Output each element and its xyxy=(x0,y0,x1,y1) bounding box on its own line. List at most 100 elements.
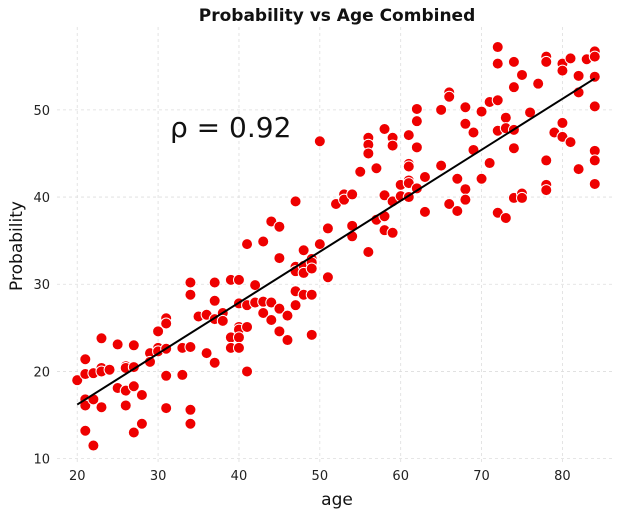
data-point xyxy=(524,106,537,119)
data-point xyxy=(257,235,270,248)
data-point xyxy=(79,424,92,437)
data-point xyxy=(273,252,286,265)
data-point xyxy=(459,101,472,114)
data-point xyxy=(119,399,132,412)
data-point xyxy=(249,279,262,292)
data-point xyxy=(370,162,383,175)
data-point xyxy=(321,222,334,235)
x-tick-label: 40 xyxy=(231,469,248,484)
x-tick-label: 30 xyxy=(150,469,167,484)
data-point xyxy=(208,356,221,369)
data-point xyxy=(176,368,189,381)
correlation-annotation: ρ = 0.92 xyxy=(170,111,291,144)
x-tick-label: 70 xyxy=(473,469,490,484)
data-point xyxy=(459,183,472,196)
x-tick-label: 80 xyxy=(554,469,571,484)
y-tick-label: 50 xyxy=(33,104,50,119)
data-point xyxy=(265,313,278,326)
data-point xyxy=(418,205,431,218)
data-point xyxy=(540,184,553,197)
data-point xyxy=(499,211,512,224)
data-point xyxy=(111,338,124,351)
data-points xyxy=(71,41,601,452)
data-point xyxy=(321,271,334,284)
data-point xyxy=(127,426,140,439)
data-point xyxy=(588,50,601,63)
data-point xyxy=(71,374,84,387)
data-point xyxy=(87,439,100,452)
data-point xyxy=(386,139,399,152)
data-point xyxy=(410,115,423,128)
data-point xyxy=(362,245,375,258)
data-point xyxy=(257,307,270,320)
data-point xyxy=(152,325,165,338)
data-point xyxy=(127,380,140,393)
data-point xyxy=(491,94,504,107)
data-point xyxy=(435,159,448,172)
data-point xyxy=(467,126,480,139)
data-point xyxy=(451,204,464,217)
data-point xyxy=(410,141,423,154)
data-point xyxy=(435,103,448,116)
data-point xyxy=(273,302,286,315)
data-point xyxy=(95,401,108,414)
data-point xyxy=(281,309,294,322)
y-tick-label: 30 xyxy=(33,278,50,293)
data-point xyxy=(402,160,415,173)
data-point xyxy=(208,276,221,289)
x-tick-labels: 20 30 40 50 60 70 80 xyxy=(69,469,571,484)
data-point xyxy=(305,262,318,275)
data-point xyxy=(135,417,148,430)
data-point xyxy=(443,198,456,211)
data-point xyxy=(232,341,245,354)
data-point xyxy=(540,55,553,68)
data-point xyxy=(273,325,286,338)
data-point xyxy=(459,117,472,130)
data-point xyxy=(410,102,423,115)
data-point xyxy=(507,142,520,155)
data-point xyxy=(313,135,326,148)
data-point xyxy=(313,238,326,251)
y-axis-label: Probability xyxy=(7,201,27,291)
data-point xyxy=(443,90,456,103)
data-point xyxy=(265,296,278,309)
data-point xyxy=(491,57,504,70)
data-point xyxy=(507,55,520,68)
data-point xyxy=(483,157,496,170)
data-point xyxy=(297,244,310,257)
data-point xyxy=(556,116,569,129)
data-point xyxy=(378,123,391,136)
data-point xyxy=(354,165,367,178)
data-point xyxy=(232,331,245,344)
data-point xyxy=(499,111,512,124)
data-point xyxy=(516,191,528,204)
data-point xyxy=(135,388,148,401)
x-axis-label: age xyxy=(321,490,353,510)
x-tick-label: 60 xyxy=(392,469,409,484)
data-point xyxy=(241,320,254,333)
data-point xyxy=(346,188,359,201)
y-tick-label: 40 xyxy=(33,191,50,206)
data-point xyxy=(184,403,197,416)
y-tick-labels: 10 20 30 40 50 xyxy=(33,104,50,468)
data-point xyxy=(386,226,399,239)
data-point xyxy=(289,195,302,208)
data-point xyxy=(200,347,213,360)
data-point xyxy=(459,193,472,206)
data-point xyxy=(540,154,553,167)
data-point xyxy=(281,334,294,347)
data-point xyxy=(572,163,585,176)
data-point xyxy=(208,294,221,307)
data-point xyxy=(564,136,577,149)
trend-line xyxy=(76,77,596,406)
data-point xyxy=(160,317,173,330)
data-point xyxy=(79,353,92,366)
chart-title: Probability vs Age Combined xyxy=(199,6,476,26)
data-point xyxy=(572,69,585,82)
data-point xyxy=(241,365,254,378)
data-point xyxy=(184,276,197,289)
x-tick-label: 50 xyxy=(312,469,329,484)
data-point xyxy=(95,332,108,345)
data-point xyxy=(532,77,545,90)
